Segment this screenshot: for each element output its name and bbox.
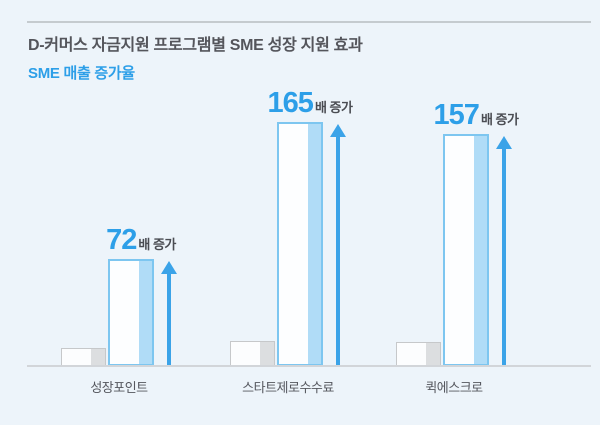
bar-shade bbox=[91, 349, 105, 365]
bar-shade bbox=[474, 136, 487, 364]
bar-shade bbox=[308, 124, 321, 364]
arrow-head bbox=[330, 124, 346, 137]
page-title: D-커머스 자금지원 프로그램별 SME 성장 지원 효과 bbox=[28, 37, 363, 54]
value-number: 157 bbox=[433, 99, 480, 131]
chart-area: 72 배 증가 성장포인트 165 배 증가 스타트제로수수료 157 배 증가 퀵에스크로 bbox=[61, 0, 519, 395]
category-label: 스타트제로수수료 bbox=[242, 380, 334, 395]
arrow-head bbox=[496, 136, 512, 149]
bar-before bbox=[396, 342, 441, 366]
bar-shade bbox=[426, 343, 440, 365]
value-label: 165 배 증가 bbox=[255, 89, 365, 118]
arrow-line bbox=[336, 135, 340, 366]
top-divider bbox=[27, 21, 591, 23]
arrow-line bbox=[502, 147, 506, 366]
value-suffix: 배 증가 bbox=[138, 237, 176, 252]
value-suffix: 배 증가 bbox=[314, 100, 353, 115]
growth-arrow-icon bbox=[330, 124, 346, 366]
value-number: 72 bbox=[106, 224, 137, 256]
value-number: 165 bbox=[267, 87, 314, 119]
value-label: 72 배 증가 bbox=[86, 226, 196, 255]
bar-before bbox=[61, 348, 106, 366]
bar-after bbox=[443, 134, 489, 366]
value-suffix: 배 증가 bbox=[480, 112, 519, 127]
arrow-line bbox=[167, 272, 171, 366]
growth-arrow-icon bbox=[161, 261, 177, 366]
chart-subtitle: SME 매출 증가율 bbox=[28, 65, 135, 82]
category-label: 퀵에스크로 bbox=[425, 380, 483, 395]
x-axis-line bbox=[27, 365, 591, 367]
arrow-head bbox=[161, 261, 177, 274]
bar-before bbox=[230, 341, 275, 366]
bar-shade bbox=[260, 342, 274, 365]
growth-arrow-icon bbox=[496, 136, 512, 366]
bar-after bbox=[108, 259, 154, 366]
bar-after bbox=[277, 122, 323, 366]
bar-shade bbox=[139, 261, 152, 364]
category-label: 성장포인트 bbox=[90, 380, 148, 395]
value-label: 157 배 증가 bbox=[421, 101, 531, 130]
